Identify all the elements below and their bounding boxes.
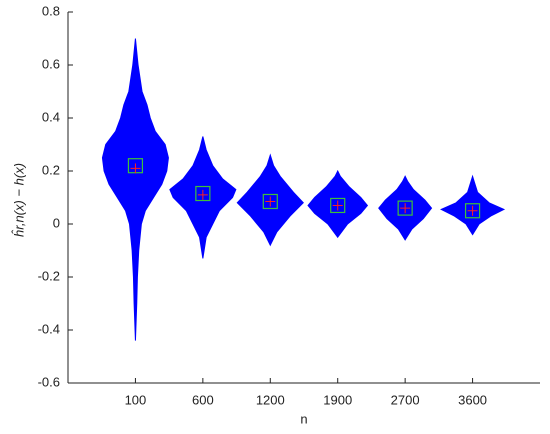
- y-tick-label: 0.4: [42, 109, 60, 124]
- violin: [440, 174, 506, 236]
- y-tick-label: 0.6: [42, 56, 60, 71]
- median-marker: [332, 200, 343, 211]
- y-tick-label: 0: [53, 215, 60, 230]
- y-axis-label: ĥr,n(x) − h(x): [11, 163, 26, 237]
- median-marker: [265, 196, 276, 207]
- x-tick-label: 100: [125, 392, 147, 407]
- mean-marker: [262, 193, 278, 210]
- x-tick-label: 1200: [256, 392, 285, 407]
- y-tick-label: -0.4: [38, 321, 60, 336]
- mean-marker: [397, 200, 413, 216]
- x-tick-label: 600: [192, 392, 214, 407]
- median-marker: [400, 203, 411, 214]
- mean-marker: [195, 185, 211, 202]
- mean-marker: [464, 203, 481, 219]
- x-tick-label: 1900: [323, 392, 352, 407]
- y-tick-label: 0.8: [42, 3, 60, 18]
- x-axis-label: n: [300, 411, 307, 426]
- y-tick-label: -0.6: [38, 374, 60, 389]
- violin: [101, 38, 169, 341]
- mean-marker: [330, 197, 346, 214]
- median-marker: [467, 205, 478, 216]
- median-marker: [197, 189, 208, 200]
- median-marker: [130, 163, 141, 174]
- x-tick-label: 3600: [458, 392, 487, 407]
- x-tick-label: 2700: [391, 392, 420, 407]
- y-tick-label: 0.2: [42, 162, 60, 177]
- y-tick-label: -0.2: [38, 268, 60, 283]
